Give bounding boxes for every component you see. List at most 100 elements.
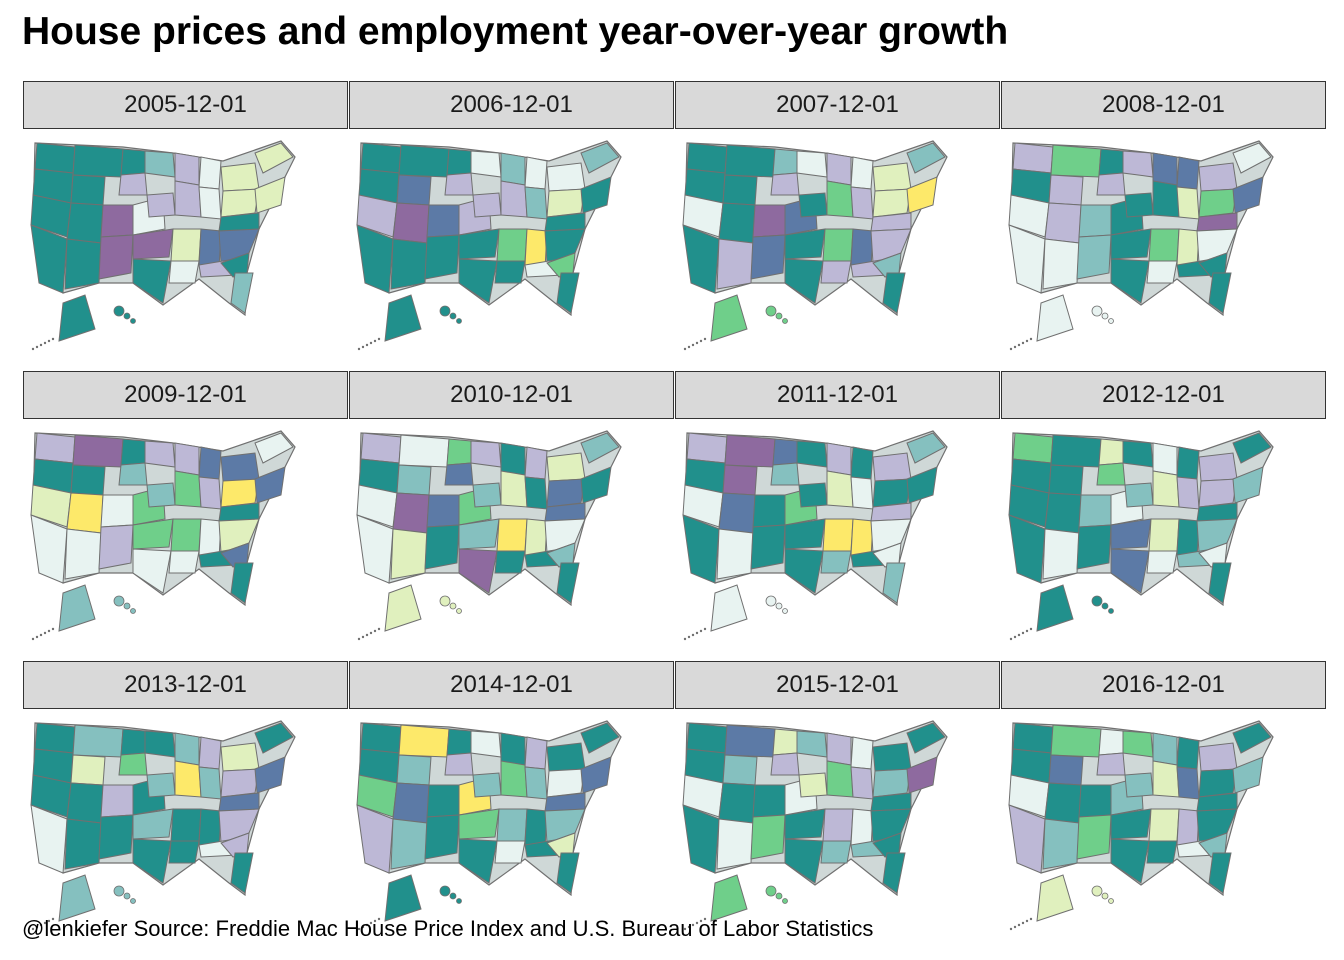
hawaii-island (123, 602, 131, 610)
state-region (494, 840, 526, 864)
state-region (500, 760, 528, 798)
chart-title: House prices and employment year-over-ye… (22, 10, 1009, 53)
state-region (906, 142, 946, 174)
state-region (716, 818, 754, 870)
state-region (850, 736, 874, 770)
hawaii-island (765, 595, 777, 607)
aleutian-island (691, 923, 695, 927)
state-region (906, 722, 946, 754)
us-state-choropleth-map (682, 430, 948, 641)
state-region (472, 772, 502, 798)
state-region (580, 142, 620, 174)
state-region (722, 464, 758, 496)
state-region (396, 464, 432, 496)
state-region (524, 446, 548, 480)
state-region (1110, 258, 1150, 304)
state-region (750, 814, 786, 860)
state-region (1044, 492, 1082, 534)
aleutian-island (373, 629, 377, 633)
state-region (254, 176, 286, 214)
state-region (1098, 728, 1124, 756)
aleutian-island (361, 635, 365, 639)
state-region (34, 142, 76, 174)
aleutian-island (683, 347, 687, 351)
state-region (220, 188, 260, 218)
hawaii-island (765, 885, 777, 897)
facet-panel: 2010-12-01 (349, 371, 674, 641)
state-region (500, 442, 526, 476)
state-region (458, 518, 500, 550)
hawaii-island (1091, 885, 1103, 897)
state-region (882, 562, 906, 604)
state-region (58, 294, 96, 342)
state-region (872, 188, 912, 218)
state-region (872, 768, 912, 798)
state-region (198, 156, 222, 190)
state-region (1076, 234, 1112, 280)
facet-panel: 2009-12-01 (23, 371, 348, 641)
aleutian-island (691, 343, 695, 347)
state-region (1076, 814, 1112, 860)
state-region (850, 446, 874, 480)
us-state-choropleth-map (1008, 720, 1274, 931)
state-region (1110, 808, 1152, 840)
aleutian-island (1021, 341, 1025, 345)
state-region (784, 548, 824, 594)
state-region (500, 470, 528, 508)
us-state-choropleth-map (356, 720, 622, 931)
state-region (360, 432, 402, 464)
state-region (170, 808, 202, 842)
state-region (770, 462, 800, 486)
state-region (546, 768, 586, 798)
state-region (470, 150, 502, 178)
hawaii-island (782, 318, 788, 324)
hawaii-island (113, 305, 125, 317)
aleutian-island (1021, 921, 1025, 925)
aleutian-island (357, 927, 361, 931)
state-region (146, 772, 176, 798)
state-region (392, 782, 430, 824)
state-region (230, 272, 254, 314)
state-region (546, 742, 586, 772)
facet-panel: 2005-12-01 (23, 81, 348, 351)
aleutian-island (377, 337, 381, 341)
state-region (390, 818, 428, 870)
aleutian-island (357, 347, 361, 351)
aleutian-island (47, 919, 51, 923)
state-region (722, 174, 758, 206)
state-region (146, 192, 176, 218)
state-region (70, 464, 106, 496)
hawaii-island (130, 898, 136, 904)
state-region (170, 228, 202, 262)
aleutian-island (1009, 637, 1013, 641)
state-region (580, 432, 620, 464)
state-region (168, 260, 200, 284)
state-region (390, 528, 428, 580)
state-region (798, 772, 828, 798)
state-region (144, 730, 176, 758)
state-region (34, 722, 76, 754)
state-region (580, 176, 612, 214)
state-region (398, 434, 450, 468)
state-region (30, 514, 68, 584)
state-region (1152, 180, 1180, 218)
aleutian-island (43, 631, 47, 635)
hawaii-island (456, 318, 462, 324)
facet-grid: 2005-12-01 2006-12-01 2007-12-01 2008-12-01… (23, 81, 1328, 931)
facet-panel: 2007-12-01 (675, 81, 1000, 351)
hawaii-island (130, 608, 136, 614)
state-region (1110, 518, 1152, 550)
hawaii-island (765, 305, 777, 317)
state-region (546, 188, 586, 218)
hawaii-island (1108, 898, 1114, 904)
aleutian-island (687, 345, 691, 349)
state-region (1198, 742, 1238, 772)
state-region (120, 438, 146, 466)
facet-strip-label: 2009-12-01 (23, 371, 348, 419)
hawaii-island (123, 312, 131, 320)
state-region (822, 518, 854, 552)
aleutian-island (695, 341, 699, 345)
aleutian-island (687, 925, 691, 929)
aleutian-island (31, 347, 35, 351)
state-region (796, 150, 828, 178)
